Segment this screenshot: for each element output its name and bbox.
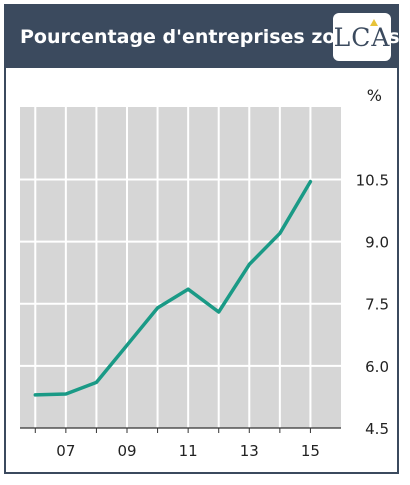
- y-tick-label: 7.5: [365, 296, 389, 314]
- logo-accent-icon: [370, 19, 378, 26]
- data-point: [309, 180, 312, 183]
- data-point: [34, 393, 37, 397]
- x-tick-label: 09: [117, 442, 136, 460]
- data-point: [217, 310, 220, 314]
- y-tick-label: 4.5: [365, 420, 389, 438]
- x-tick-label: 11: [179, 442, 198, 460]
- y-tick-label: 9.0: [365, 234, 389, 252]
- plot-area: [20, 107, 341, 428]
- data-point: [156, 306, 159, 310]
- data-point: [95, 381, 98, 384]
- data-point: [278, 232, 282, 235]
- logo-text: LCA: [333, 23, 391, 52]
- data-point: [186, 288, 190, 291]
- y-tick-label: 10.5: [356, 171, 389, 189]
- x-tick-label: 13: [240, 442, 259, 460]
- data-point: [125, 343, 129, 347]
- y-tick-label: 6.0: [365, 358, 389, 376]
- series-layer: [33, 179, 313, 397]
- data-point: [248, 263, 251, 266]
- chart-header: Pourcentage d'entreprises zombies LCA: [6, 6, 400, 68]
- x-tick-label: 07: [56, 442, 75, 460]
- x-tick-label: 15: [301, 442, 320, 460]
- series-line: [33, 179, 313, 397]
- axis-layer: 07 09 11 13 15 4.5 6.0 7.5 9.0 10.5%: [20, 86, 389, 460]
- unit-label: %: [367, 86, 382, 105]
- data-point: [64, 392, 68, 396]
- lca-logo: LCA: [333, 13, 391, 61]
- chart-title: Pourcentage d'entreprises zombies: [20, 26, 400, 48]
